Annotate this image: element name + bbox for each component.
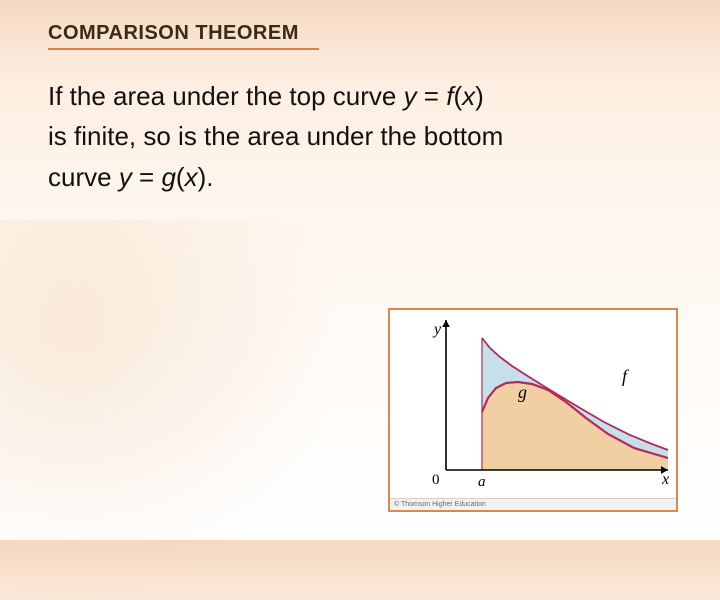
figure-credit: © Thomson Higher Education <box>390 498 676 510</box>
svg-text:g: g <box>518 382 527 402</box>
text-line-3: curve y = g(x). <box>48 157 672 197</box>
background-decoration <box>0 220 340 600</box>
svg-text:a: a <box>478 474 486 490</box>
comparison-chart: yx0afg <box>390 310 676 498</box>
paren: ( <box>176 162 185 192</box>
var-g: g <box>161 162 175 192</box>
text-frag: curve <box>48 162 119 192</box>
text-equals: = <box>417 81 447 111</box>
svg-text:y: y <box>432 321 442 338</box>
paren: ) <box>475 81 484 111</box>
svg-text:x: x <box>661 471 669 488</box>
var-y: y <box>404 81 417 111</box>
text-frag: If the area under the top curve <box>48 81 404 111</box>
page-title: COMPARISON THEOREM <box>48 22 319 50</box>
text-line-1: If the area under the top curve y = f(x) <box>48 76 672 116</box>
period: . <box>206 162 213 192</box>
svg-text:0: 0 <box>432 472 440 488</box>
var-y: y <box>119 162 132 192</box>
text-equals: = <box>132 162 162 192</box>
title-bar: COMPARISON THEOREM <box>0 0 720 58</box>
var-x: x <box>462 81 475 111</box>
var-x: x <box>185 162 198 192</box>
text-line-2: is finite, so is the area under the bott… <box>48 116 672 156</box>
paren: ) <box>198 162 207 192</box>
theorem-text: If the area under the top curve y = f(x)… <box>0 58 720 197</box>
paren: ( <box>453 81 462 111</box>
figure-frame: yx0afg © Thomson Higher Education <box>388 308 678 512</box>
